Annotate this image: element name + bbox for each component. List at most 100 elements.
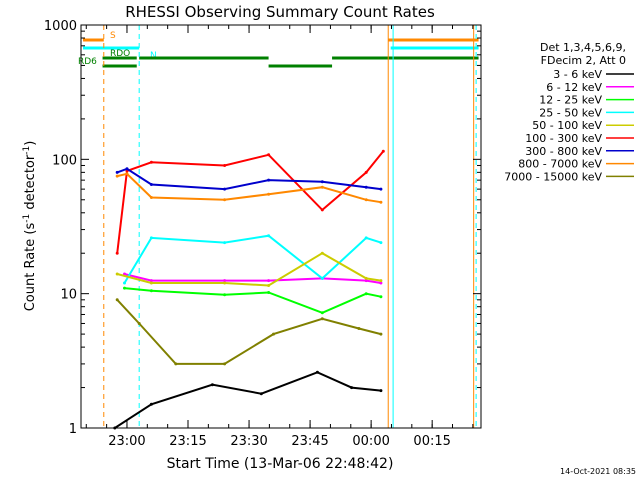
series-point	[115, 251, 119, 255]
series-point	[125, 172, 129, 176]
flag-bar-label-s: S	[110, 31, 116, 41]
series-point	[267, 178, 271, 182]
series-point	[267, 284, 271, 287]
x-tick-label: 23:15	[169, 434, 206, 449]
series-point	[379, 241, 383, 245]
series-point	[259, 392, 263, 396]
data-series	[113, 149, 385, 430]
series-point	[379, 389, 383, 393]
y-tick-label: 1	[69, 422, 77, 437]
series-point	[149, 183, 153, 186]
y-axis-ticks: 1 10 100 1000	[44, 19, 481, 437]
timestamp: 14-Oct-2021 08:35	[560, 467, 636, 476]
legend-header-line1: Det 1,3,4,5,6,9,	[540, 41, 626, 54]
flag-bar-label-n: N	[150, 51, 157, 61]
series-point	[364, 185, 368, 189]
x-tick-label: 23:00	[108, 434, 145, 449]
series-line-100-300-kev	[116, 150, 385, 254]
series-point	[115, 298, 119, 302]
series-point	[364, 292, 368, 296]
series-point	[174, 362, 178, 366]
series-point	[364, 170, 368, 174]
series-point	[223, 164, 227, 167]
y-axis-label-mid: detector	[23, 154, 38, 214]
y-axis-label: Count Rate (s-1 detector-1)	[22, 141, 38, 312]
y-axis-label-sup1: -1	[22, 214, 32, 223]
series-point	[123, 286, 126, 290]
x-axis-label: Start Time (13-Mar-06 22:48:42)	[167, 456, 394, 472]
series-point	[357, 327, 361, 330]
legend-entry-label: 25 - 50 keV	[539, 106, 602, 119]
series-point	[223, 293, 227, 297]
series-point	[320, 208, 324, 212]
series-point	[223, 281, 227, 285]
x-axis-ticks: 23:00 23:15 23:30 23:45 00:00 00:15	[85, 25, 474, 449]
series-point	[125, 167, 129, 171]
series-point	[137, 322, 141, 325]
series-point	[149, 402, 153, 406]
series-point	[320, 251, 324, 255]
series-point	[149, 281, 153, 285]
series-point	[149, 236, 153, 240]
series-point	[364, 279, 368, 283]
series-point	[123, 281, 126, 285]
series-point	[379, 295, 383, 299]
flag-bar-label-rdo: RDO	[110, 49, 130, 59]
y-tick-label: 10	[60, 288, 77, 303]
y-axis-label-prefix: Count Rate (s	[23, 223, 38, 312]
series-point	[364, 236, 368, 240]
series-point	[223, 198, 227, 202]
series-point	[223, 279, 227, 283]
legend-entry-label: 800 - 7000 keV	[518, 158, 602, 171]
series-point	[320, 276, 324, 280]
x-tick-label: 23:45	[291, 434, 328, 449]
legend-entry-label: 12 - 25 keV	[539, 94, 602, 107]
series-line-300-800-kev	[116, 167, 382, 191]
series-point	[267, 192, 271, 196]
series-point	[272, 332, 275, 336]
legend-header-line2: FDecim 2, Att 0	[541, 54, 626, 67]
x-tick-label: 00:15	[413, 434, 450, 449]
y-tick-label: 1000	[44, 19, 77, 34]
series-point	[320, 317, 324, 321]
series-point	[115, 272, 119, 276]
series-point	[267, 279, 271, 283]
series-point	[379, 281, 383, 285]
series-point	[149, 279, 153, 283]
series-point	[149, 289, 153, 293]
series-point	[223, 362, 227, 366]
legend-entry-label: 3 - 6 keV	[553, 68, 602, 81]
legend-entry-label: 50 - 100 keV	[532, 119, 602, 132]
series-point	[149, 196, 153, 199]
plot-frame	[80, 24, 482, 429]
series-point	[379, 279, 383, 283]
x-tick-label: 23:30	[230, 434, 267, 449]
series-point	[379, 332, 383, 336]
series-point	[364, 198, 368, 202]
series-point	[320, 311, 324, 315]
series-point	[350, 386, 354, 390]
series-point	[210, 383, 214, 387]
legend-entry-label: 6 - 12 keV	[546, 81, 602, 94]
series-point	[115, 170, 119, 174]
legend-entry-label: 7000 - 15000 keV	[504, 170, 602, 183]
series-point	[320, 185, 324, 189]
series-line-7000-15000-kev	[116, 299, 382, 365]
series-point	[267, 234, 271, 238]
series-point	[364, 276, 368, 280]
series-point	[315, 370, 319, 374]
y-axis-label-sup2: -1	[22, 146, 32, 155]
series-line-800-7000-kev	[116, 172, 382, 204]
legend-entry-label: 100 - 300 keV	[525, 132, 602, 145]
flag-bars: S N RDO RD6	[78, 31, 479, 68]
series-point	[223, 241, 227, 245]
legend-entry-label: 300 - 800 keV	[525, 145, 602, 158]
series-point	[267, 291, 271, 294]
series-point	[115, 174, 119, 178]
series-point	[379, 187, 383, 191]
series-point	[379, 200, 383, 204]
series-point	[267, 153, 271, 157]
